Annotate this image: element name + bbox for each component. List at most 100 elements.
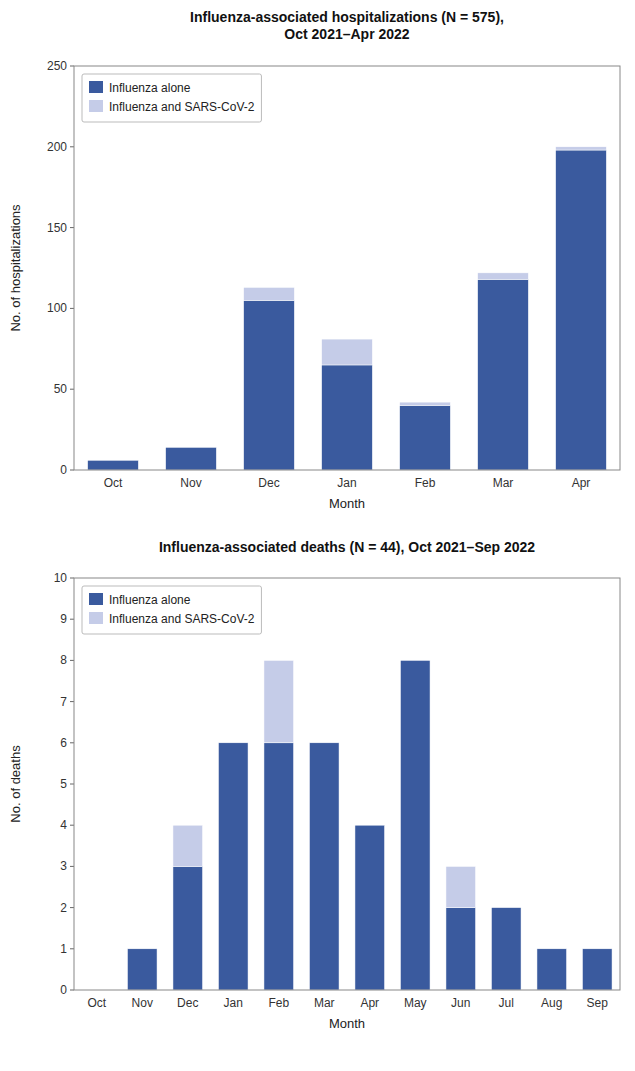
- bar: [322, 339, 373, 365]
- y-tick: [70, 66, 74, 67]
- legend-label: Influenza and SARS-CoV-2: [109, 612, 255, 626]
- x-tick-label: Dec: [177, 996, 198, 1010]
- y-tick: [70, 742, 74, 743]
- bar: [400, 402, 451, 405]
- bar: [173, 825, 203, 866]
- panel: Influenza-associated deaths (N = 44), Oc…: [8, 539, 620, 1031]
- y-tick-label: 9: [60, 612, 67, 626]
- x-tick-label: Jan: [337, 476, 356, 490]
- bars: [127, 660, 612, 990]
- plot-frame: [74, 66, 620, 470]
- bar: [446, 866, 476, 907]
- bar: [166, 447, 217, 448]
- legend-swatch: [89, 593, 103, 605]
- bar: [556, 150, 607, 470]
- plot-frame: [74, 578, 620, 990]
- x-axis-label: Month: [329, 496, 365, 511]
- x-tick-label: Jan: [224, 996, 243, 1010]
- bar: [355, 825, 385, 826]
- bar: [264, 660, 294, 742]
- y-tick-label: 50: [54, 382, 68, 396]
- y-axis-label: No. of hospitalizations: [8, 204, 23, 332]
- title-line: Influenza-associated hospitalizations (N…: [190, 9, 504, 25]
- legend: Influenza alone Influenza and SARS-CoV-2: [82, 586, 261, 634]
- legend-swatch: [89, 81, 103, 93]
- bar: [355, 825, 385, 990]
- y-tick: [70, 227, 74, 228]
- bars: [88, 147, 607, 470]
- bar: [582, 949, 612, 990]
- bar: [264, 743, 294, 990]
- y-tick-label: 7: [60, 695, 67, 709]
- chart-canvas: Influenza-associated hospitalizations (N…: [0, 0, 635, 1071]
- x-tick-label: Feb: [268, 996, 289, 1010]
- bar: [218, 743, 248, 990]
- y-tick-label: 5: [60, 777, 67, 791]
- y-tick-label: 4: [60, 818, 67, 832]
- y-tick-label: 0: [60, 983, 67, 997]
- x-tick-label: Nov: [132, 996, 153, 1010]
- x-tick-label: Jul: [499, 996, 514, 1010]
- y-tick-label: 100: [47, 301, 67, 315]
- bar: [322, 365, 373, 470]
- bar: [88, 460, 139, 470]
- legend-swatch: [89, 100, 103, 112]
- bar: [173, 866, 203, 990]
- bar: [166, 447, 217, 470]
- chart-title: Influenza-associated deaths (N = 44), Oc…: [159, 539, 535, 555]
- legend-box: [82, 586, 261, 634]
- x-tick-label: Aug: [541, 996, 562, 1010]
- bar: [537, 949, 567, 990]
- y-tick-label: 10: [54, 571, 68, 585]
- bar: [446, 908, 476, 990]
- legend: Influenza aloneInfluenza and SARS-CoV-2: [82, 74, 261, 122]
- y-tick-label: 3: [60, 859, 67, 873]
- y-tick-label: 200: [47, 140, 67, 154]
- y-tick-label: 8: [60, 653, 67, 667]
- legend-box: [82, 74, 261, 122]
- bar: [582, 948, 612, 949]
- legend-label: Influenza alone: [109, 593, 191, 607]
- y-tick-label: 6: [60, 736, 67, 750]
- bar: [478, 279, 529, 470]
- bar: [309, 743, 339, 990]
- bar: [309, 742, 339, 743]
- y-tick-label: 2: [60, 901, 67, 915]
- y-tick: [70, 146, 74, 147]
- x-tick-label: Mar: [314, 996, 335, 1010]
- bar: [400, 660, 430, 661]
- x-tick-label: Oct: [87, 996, 106, 1010]
- bar: [218, 742, 248, 743]
- y-tick: [70, 470, 74, 471]
- y-tick-label: 1: [60, 942, 67, 956]
- x-tick-label: Feb: [415, 476, 436, 490]
- bar: [244, 287, 295, 300]
- x-tick-label: Nov: [180, 476, 201, 490]
- bar: [491, 907, 521, 908]
- bar: [491, 908, 521, 990]
- title-line: Influenza-associated deaths (N = 44), Oc…: [159, 539, 535, 555]
- x-axis-label: Month: [329, 1016, 365, 1031]
- y-tick-label: 250: [47, 59, 67, 73]
- y-axis-label: No. of deaths: [8, 745, 23, 823]
- y-tick: [70, 619, 74, 620]
- y-tick: [70, 701, 74, 702]
- legend-swatch: [89, 612, 103, 624]
- bar: [400, 405, 451, 470]
- x-tick-label: Jun: [451, 996, 470, 1010]
- y-tick: [70, 866, 74, 867]
- legend-label: Influenza and SARS-CoV-2: [109, 100, 255, 114]
- x-tick-label: Apr: [360, 996, 379, 1010]
- y-tick: [70, 907, 74, 908]
- bar: [127, 948, 157, 949]
- x-tick-label: Mar: [493, 476, 514, 490]
- y-tick-label: 0: [60, 463, 67, 477]
- x-tick-label: Apr: [572, 476, 591, 490]
- chart-title: Influenza-associated hospitalizations (N…: [190, 9, 504, 42]
- y-tick: [70, 825, 74, 826]
- y-tick-label: 150: [47, 221, 67, 235]
- x-tick-label: Oct: [104, 476, 123, 490]
- bar: [537, 948, 567, 949]
- y-tick: [70, 948, 74, 949]
- y-tick: [70, 308, 74, 309]
